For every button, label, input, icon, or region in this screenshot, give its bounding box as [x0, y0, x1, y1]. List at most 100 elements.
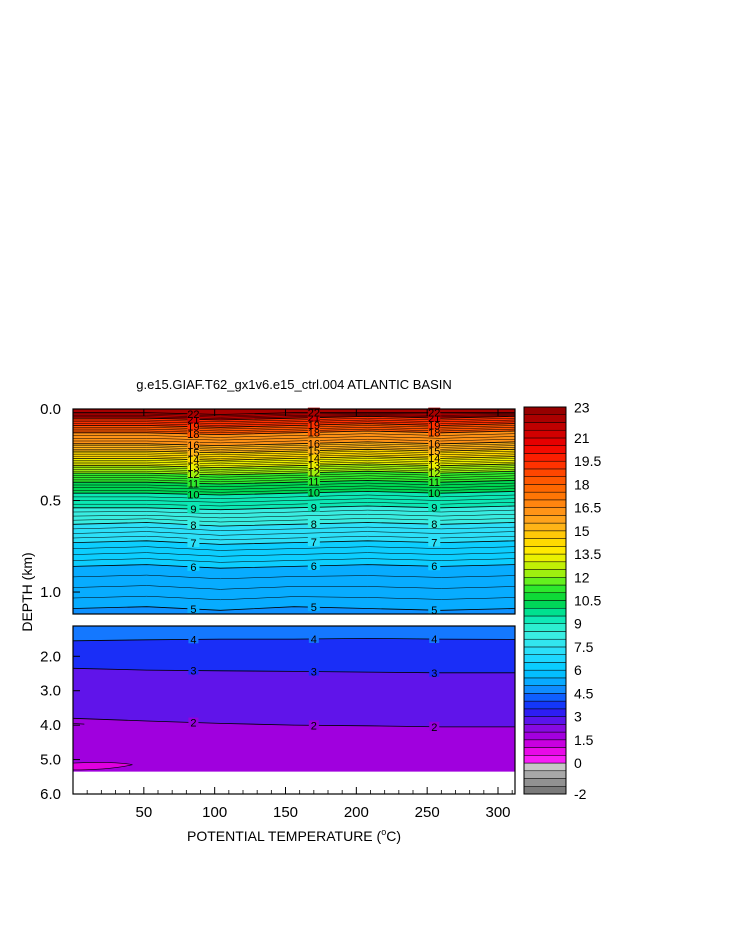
contour-label-14: 14	[187, 455, 199, 467]
colorbar-tick-label: 1.5	[574, 732, 594, 748]
colorbar-segment	[523, 646, 567, 655]
colorbar-segment	[523, 638, 567, 648]
colorbar-segment	[523, 739, 567, 748]
contour-label-bg	[307, 445, 320, 455]
contour-label-bg	[187, 421, 200, 431]
contour-label-14: 14	[428, 453, 440, 465]
colorbar-segment	[523, 592, 567, 601]
contour-label-8: 8	[431, 519, 437, 531]
x-tick-label: 250	[415, 804, 440, 821]
colorbar-tick-label: 16.5	[574, 500, 601, 516]
contour-label-10: 10	[428, 488, 440, 500]
contour-line-14	[73, 456, 516, 461]
colorbar-segment	[523, 584, 567, 594]
fine-contour-line	[72, 518, 516, 523]
contour-label-22: 22	[428, 408, 440, 420]
x-axis-label-unit: C)	[386, 828, 401, 844]
fine-contour-line	[72, 546, 516, 551]
colorbar-segment	[523, 600, 567, 609]
contour-label-8: 8	[311, 519, 317, 531]
contour-line-19	[73, 423, 516, 428]
fine-contour-line	[72, 558, 516, 563]
colorbar-segment	[523, 553, 567, 563]
contour-label-bg	[307, 518, 320, 528]
colorbar-segment	[523, 546, 567, 555]
x-tick-label: 200	[344, 804, 369, 821]
contour-label-8: 8	[190, 520, 196, 532]
fine-contour-line	[73, 443, 516, 448]
fine-contour-line	[73, 469, 516, 474]
contour-line-12	[73, 470, 516, 476]
colorbar-segment	[523, 762, 567, 772]
colorbar-segment	[523, 515, 567, 524]
edge-contour-stub	[72, 723, 85, 725]
fine-contour-line	[73, 458, 516, 463]
colorbar-segment	[523, 468, 567, 477]
fine-contour-line	[73, 494, 516, 499]
contour-label-4: 4	[431, 634, 437, 646]
colorbar-segment	[523, 577, 567, 586]
colorbar-segment	[523, 747, 567, 756]
fine-contour-line	[73, 502, 516, 507]
colorbar-segment	[523, 716, 567, 725]
lower-panel-frame	[72, 625, 516, 795]
contour-line-13	[73, 463, 516, 469]
fine-contour-line	[73, 461, 516, 466]
contour-label-bg	[307, 419, 320, 429]
contour-label-bg	[307, 487, 320, 497]
fine-contour-line	[73, 485, 516, 490]
contour-label-7: 7	[190, 538, 196, 550]
x-axis: 50 100 150 200 250 300	[86, 409, 513, 821]
colorbar-segment	[523, 429, 567, 439]
contour-label-18: 18	[187, 429, 199, 441]
y-tick-label: 1.0	[40, 584, 61, 601]
y-tick-label: 4.0	[40, 717, 61, 734]
contour-label-3: 3	[431, 668, 437, 680]
fine-contour-line	[73, 419, 516, 424]
contour-label-bg	[187, 439, 200, 449]
contour-label-7: 7	[311, 537, 317, 549]
colorbar-segment	[523, 437, 567, 446]
fine-contour-line	[73, 465, 516, 470]
contour-label-12: 12	[428, 468, 440, 480]
fine-contour-line	[73, 452, 516, 457]
fine-contour-line	[72, 574, 516, 580]
contour-label-6: 6	[190, 562, 196, 574]
fine-contour-line	[73, 482, 516, 488]
colorbar-tick-label: -2	[574, 786, 587, 802]
colorbar-segment	[523, 460, 567, 470]
contour-label-bg	[428, 467, 441, 477]
contour-label-15: 15	[308, 446, 320, 458]
contour-label-12: 12	[308, 468, 320, 480]
colorbar-tick-label: 0	[574, 755, 582, 771]
contour-label-bg	[187, 538, 200, 548]
colorbar-segment	[523, 654, 567, 663]
contour-label-13: 13	[187, 462, 199, 474]
contour-label-bg	[308, 720, 319, 730]
contour-label-13: 13	[308, 460, 320, 472]
contour-label-bg	[188, 634, 199, 644]
contour-label-bg	[307, 537, 320, 547]
fine-contour-line	[73, 454, 516, 459]
contour-line-3	[72, 667, 515, 674]
y-tick-label: 6.0	[40, 786, 61, 803]
contour-label-bg	[428, 477, 441, 487]
contour-label-bg	[428, 427, 441, 437]
colorbar-tick-label: 10.5	[574, 593, 601, 609]
fine-contour-line	[73, 417, 516, 423]
colorbar-tick-label: 9	[574, 616, 582, 632]
x-axis-label-degree: o	[381, 827, 386, 837]
contour-label-16: 16	[428, 439, 440, 451]
fine-contour-line	[73, 460, 516, 465]
colorbar-segment	[523, 700, 567, 710]
y-axis: 0.0 0.5 1.0 2.0 3.0 4.0 5.0 6.0	[40, 401, 80, 803]
colorbar-segment	[523, 623, 567, 632]
contour-line-21	[73, 415, 516, 421]
colorbar-segment	[523, 476, 567, 485]
band-22	[73, 409, 515, 415]
contour-line-16	[73, 441, 516, 447]
colorbar-segment	[523, 731, 567, 741]
contour-label-18: 18	[308, 427, 320, 439]
fine-contour-line	[72, 585, 516, 590]
